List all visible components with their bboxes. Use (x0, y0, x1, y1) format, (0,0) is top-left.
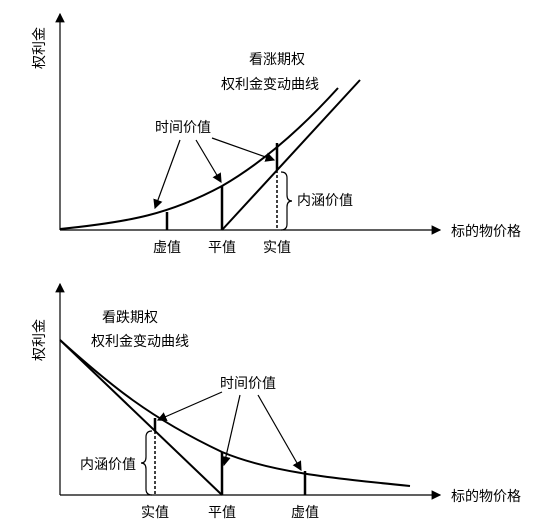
annotation: 内涵价值 (80, 457, 136, 473)
arrow (156, 391, 223, 422)
annotation: 时间价值 (155, 120, 211, 136)
arrow (221, 394, 241, 467)
y-axis-label: 权利金 (32, 319, 48, 361)
arrow (257, 394, 302, 472)
x-label: 平值 (208, 240, 236, 256)
call-panel: 权利金 看涨期权 权利金变动曲线 时间价值 内涵价值 虚值 平值 实值 标的物价… (32, 12, 521, 256)
annotation: 内涵价值 (297, 193, 353, 209)
title: 权利金变动曲线 (91, 334, 189, 350)
brace (280, 171, 293, 231)
x-label: 虚值 (291, 505, 319, 521)
title: 看跌期权 (102, 310, 158, 326)
x-axis-label: 标的物价格 (451, 224, 521, 240)
arrow (195, 139, 222, 184)
intrinsic-line (59, 339, 223, 496)
x-axis-label: 标的物价格 (451, 489, 521, 505)
x-label: 实值 (263, 240, 291, 256)
premium-curve (59, 339, 411, 487)
put-panel: 权利金 看跌期权 权利金变动曲线 时间价值 内涵价值 实值 平值 虚值 标的物价… (32, 282, 521, 521)
title: 看涨期权 (249, 52, 305, 68)
annotation: 时间价值 (220, 376, 276, 392)
arrow (211, 137, 276, 162)
intrinsic-line (221, 79, 361, 231)
y-axis-label: 权利金 (32, 27, 48, 69)
x-label: 实值 (141, 505, 169, 521)
x-label: 虚值 (153, 240, 181, 256)
x-label: 平值 (208, 505, 236, 521)
title: 权利金变动曲线 (221, 77, 319, 93)
arrow (153, 139, 181, 210)
brace (140, 430, 153, 496)
